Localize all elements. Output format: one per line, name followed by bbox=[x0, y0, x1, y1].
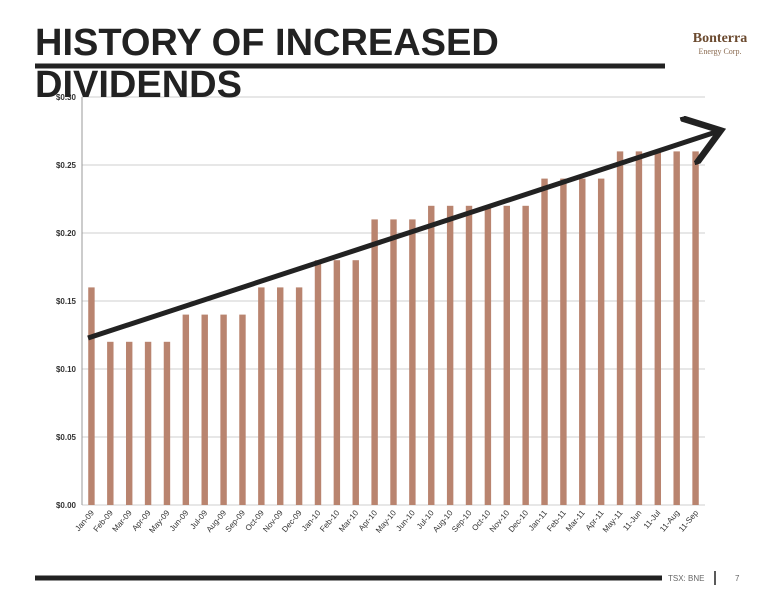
bar bbox=[654, 151, 662, 505]
bar bbox=[673, 151, 680, 505]
bar bbox=[333, 260, 341, 505]
y-tick-label: $0.25 bbox=[56, 161, 77, 170]
bar bbox=[541, 178, 548, 505]
bar bbox=[144, 341, 152, 505]
bar bbox=[88, 287, 95, 505]
logo-subtitle: Energy Corp. bbox=[699, 47, 742, 56]
bar bbox=[390, 219, 397, 505]
x-tick-label: Sep-09 bbox=[224, 508, 248, 534]
bar bbox=[692, 151, 699, 505]
bar bbox=[107, 341, 114, 505]
x-tick-label: Jun-09 bbox=[168, 508, 191, 533]
x-tick-label: Sep-10 bbox=[450, 508, 474, 534]
plot: $0.00$0.05$0.10$0.15$0.20$0.25$0.30Jan-0… bbox=[56, 93, 705, 535]
x-tick-label: May-09 bbox=[147, 508, 171, 535]
y-tick-label: $0.20 bbox=[56, 229, 77, 238]
bar bbox=[182, 314, 190, 505]
bar bbox=[277, 287, 284, 505]
bar bbox=[428, 205, 435, 506]
bar bbox=[201, 314, 208, 505]
x-tick-label: 11-Jun bbox=[621, 509, 643, 533]
bar bbox=[465, 205, 473, 506]
bar bbox=[522, 205, 529, 506]
y-tick-label: $0.00 bbox=[56, 501, 77, 510]
y-tick-label: $0.10 bbox=[56, 365, 77, 374]
bar bbox=[597, 178, 605, 505]
x-tick-label: 11-Sep bbox=[677, 508, 700, 534]
ticker: TSX: BNE bbox=[668, 574, 704, 583]
x-tick-label: Feb-11 bbox=[545, 508, 568, 533]
bar bbox=[560, 178, 567, 505]
bar bbox=[503, 205, 510, 506]
x-tick-label: Jun-10 bbox=[394, 508, 417, 533]
bar bbox=[258, 287, 265, 505]
bar bbox=[295, 287, 303, 505]
x-tick-label: Dec-09 bbox=[280, 508, 304, 534]
bar bbox=[579, 178, 586, 505]
slide-title: HISTORY OF INCREASED DIVIDENDS bbox=[35, 22, 499, 106]
y-tick-label: $0.15 bbox=[56, 297, 77, 306]
y-tick-label: $0.05 bbox=[56, 433, 77, 442]
bar bbox=[409, 219, 416, 505]
trend-arrow bbox=[87, 132, 716, 341]
bar bbox=[163, 341, 171, 505]
x-tick-label: Mar-10 bbox=[337, 508, 361, 534]
bar bbox=[125, 341, 133, 505]
logo-name: Bonterra bbox=[693, 31, 747, 46]
x-tick-label: May-10 bbox=[374, 508, 398, 535]
bar bbox=[352, 260, 359, 505]
bar bbox=[371, 219, 378, 505]
bar bbox=[314, 260, 322, 505]
y-tick-label: $0.30 bbox=[56, 93, 77, 102]
bar bbox=[484, 205, 492, 506]
x-tick-label: Mar-11 bbox=[564, 508, 587, 533]
x-tick-label: May-11 bbox=[601, 508, 625, 534]
x-tick-label: Dec-10 bbox=[507, 508, 531, 534]
bar bbox=[446, 205, 454, 506]
x-tick-label: Mar-09 bbox=[111, 508, 135, 534]
x-tick-label: 11-Aug bbox=[658, 509, 681, 534]
page-number: 7 bbox=[735, 574, 740, 583]
bar bbox=[220, 314, 227, 505]
bar bbox=[635, 151, 643, 505]
bar bbox=[239, 314, 246, 505]
bar bbox=[616, 151, 624, 505]
